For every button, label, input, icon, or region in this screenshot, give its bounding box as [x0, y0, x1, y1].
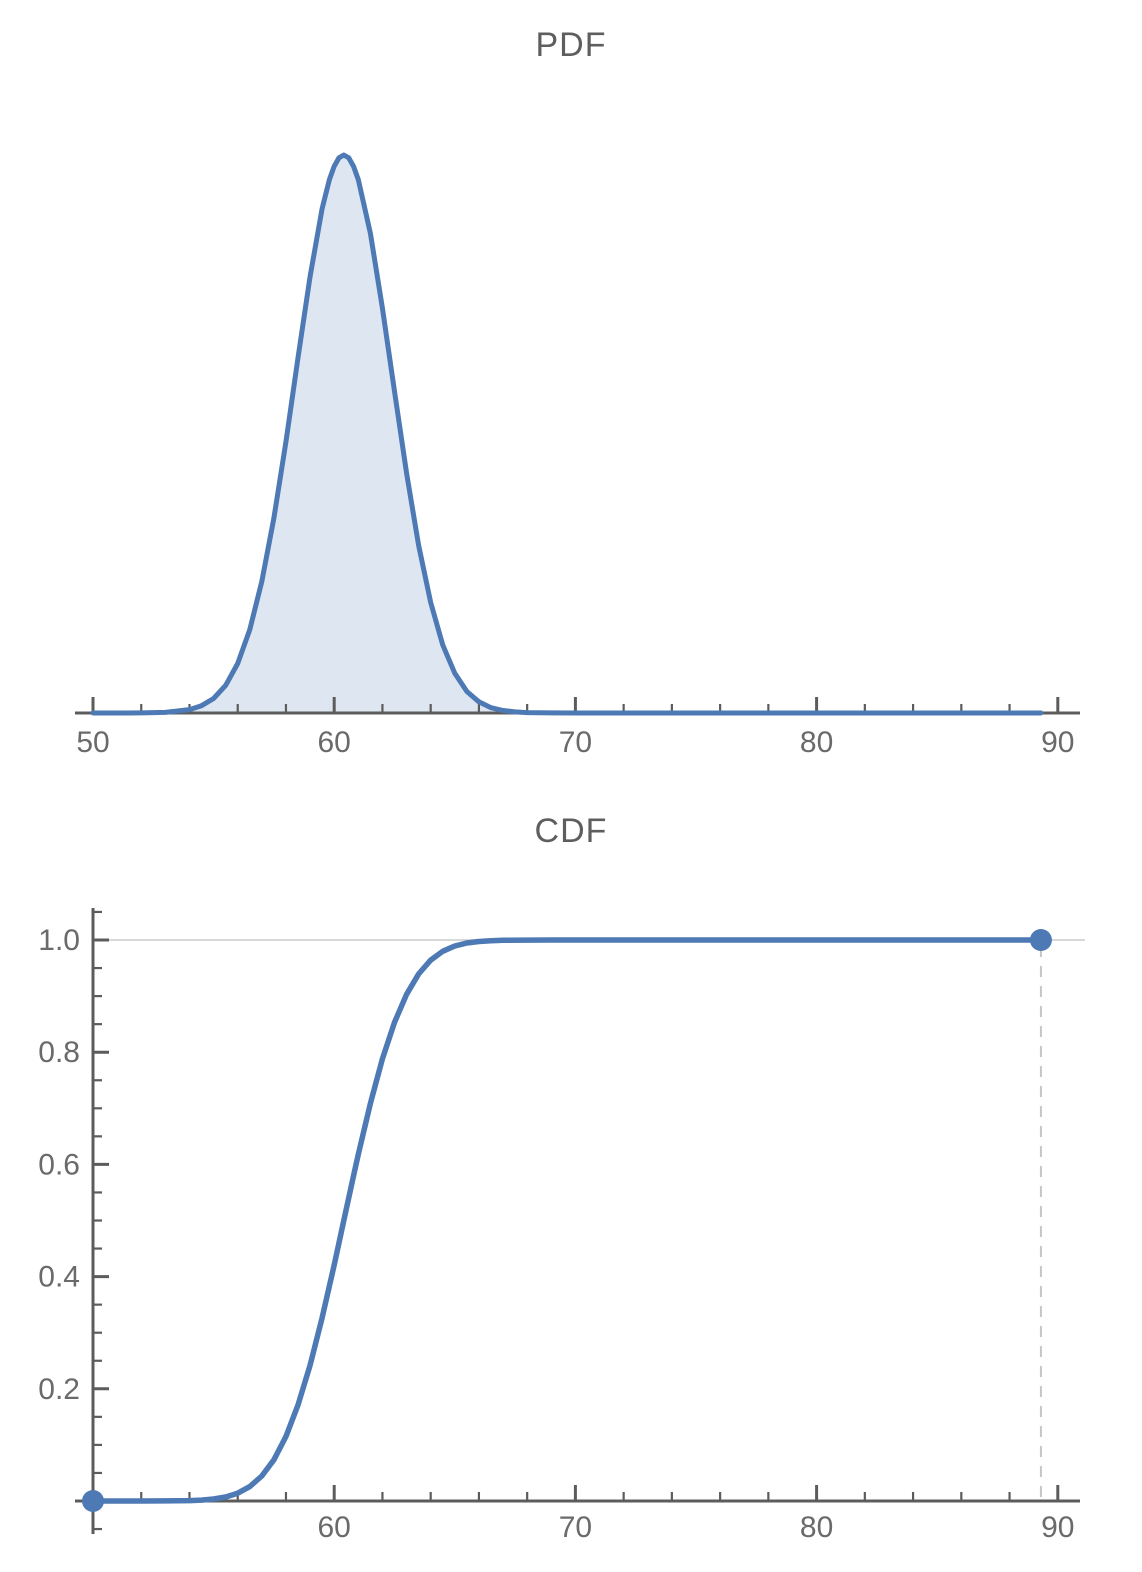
endpoint-marker	[82, 1490, 104, 1512]
pdf-curve	[90, 152, 1044, 716]
y-tick-label: 0.6	[38, 1148, 80, 1181]
x-tick-label: 90	[1041, 1511, 1074, 1544]
pdf-chart-title: PDF	[535, 26, 607, 64]
endpoint-marker	[1029, 929, 1052, 951]
pdf-fill-area	[93, 155, 1041, 713]
x-tick-label: 50	[76, 726, 109, 759]
x-tick-label: 70	[559, 726, 592, 759]
pdf-plot-area: 50 60 70 80 90	[75, 152, 1080, 759]
x-tick-label: 60	[318, 1511, 351, 1544]
x-tick-label: 90	[1041, 726, 1074, 759]
pdf-chart: PDF 50 60 70 80 90	[75, 26, 1080, 759]
y-tick-label: 0.8	[38, 1036, 80, 1069]
x-tick-label: 60	[318, 726, 351, 759]
y-tick-label: 0.4	[38, 1261, 80, 1294]
x-tick-label: 70	[559, 1511, 592, 1544]
x-tick-label: 80	[800, 1511, 833, 1544]
y-tick-label: 0.2	[38, 1373, 80, 1406]
x-tick-label: 80	[800, 726, 833, 759]
cdf-curve	[90, 937, 1044, 1504]
cdf-chart: CDF 60 70 80 90 0.2 0.4 0.6 0.8 1.0	[0, 786, 1142, 1572]
y-tick-label: 1.0	[38, 924, 80, 957]
cdf-chart-title: CDF	[534, 812, 608, 850]
cdf-plot-area: 60 70 80 90 0.2 0.4 0.6 0.8 1.0	[38, 908, 1085, 1544]
